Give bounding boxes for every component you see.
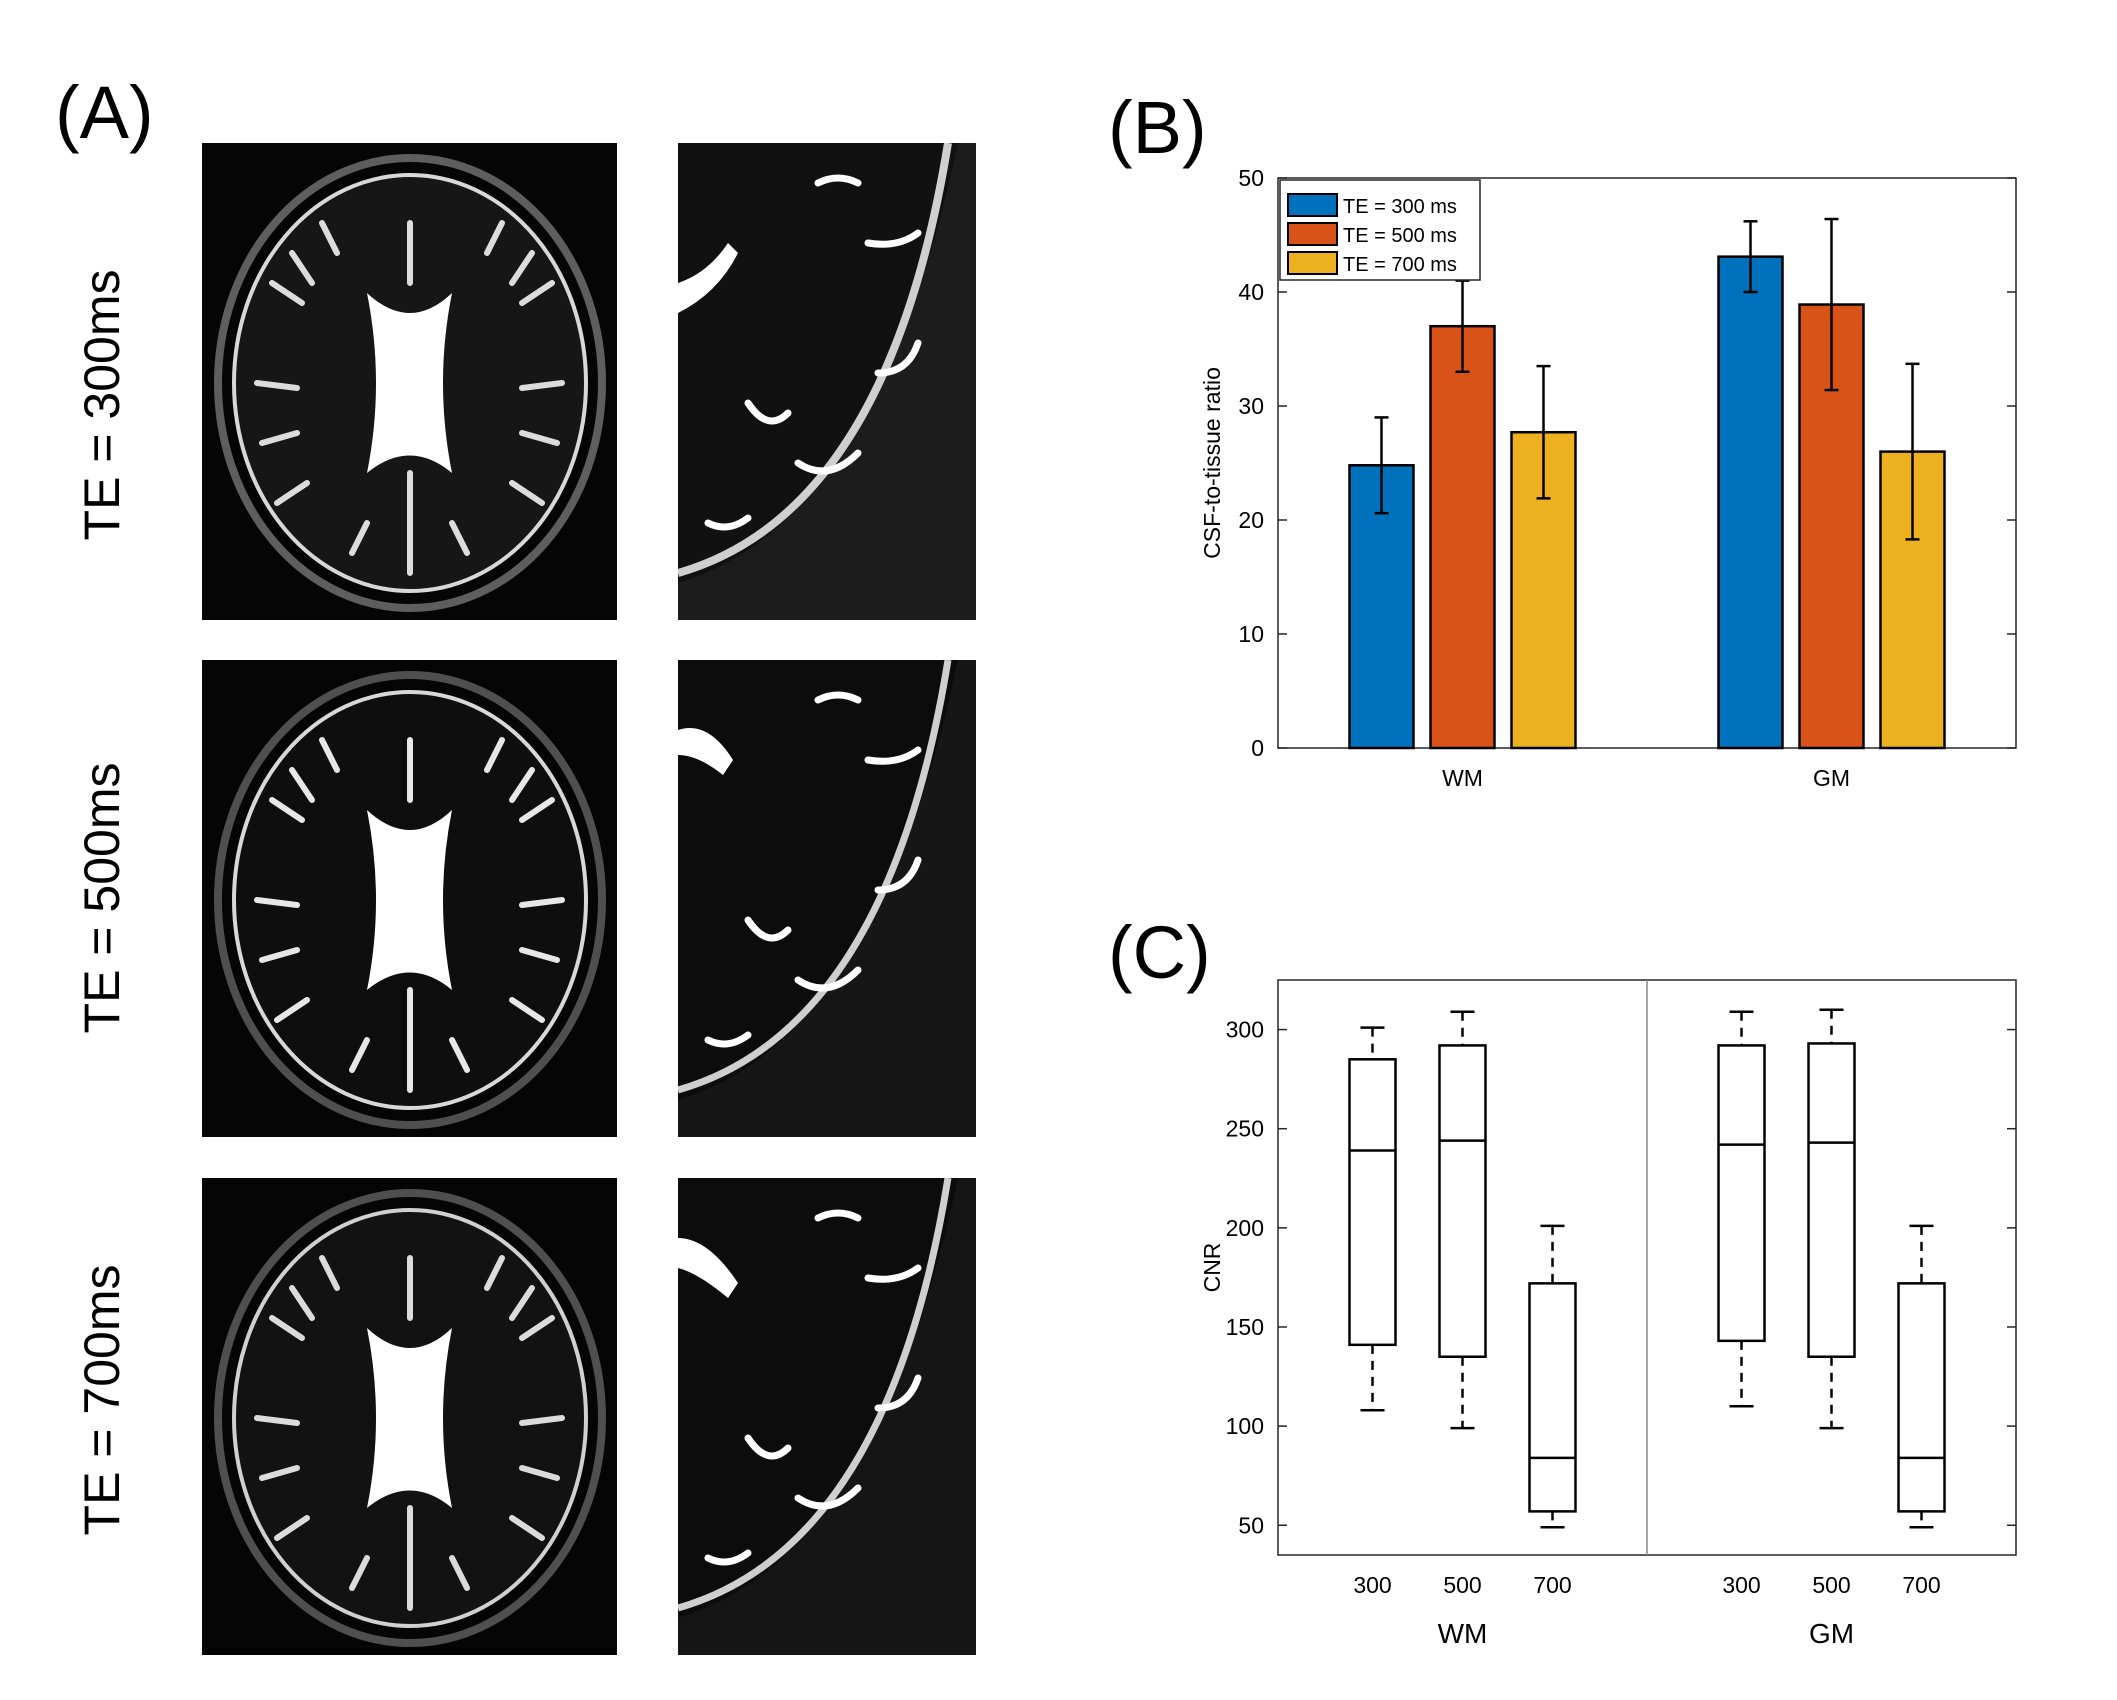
bar-wm-1 [1429, 324, 1496, 750]
te-row-label-500: TE = 500ms [74, 762, 130, 1034]
y-tick-label: 10 [1238, 621, 1264, 647]
box-wm-500 [1438, 1044, 1487, 1358]
y-tick-label: 20 [1238, 507, 1264, 533]
x-tick-label-wm-700: 700 [1533, 1572, 1571, 1598]
x-tick-label-wm-500: 500 [1443, 1572, 1481, 1598]
legend-swatch-1 [1287, 222, 1338, 246]
legend-label-2: TE = 700 ms [1343, 254, 1457, 276]
x-tick-label-gm-300: 300 [1722, 1572, 1760, 1598]
panel-label-c: (C) [1108, 911, 1211, 994]
y-axis-label: CSF-to-tissue ratio [1199, 367, 1225, 559]
y-tick-label: 50 [1238, 1512, 1264, 1538]
mri-axial-te500 [202, 660, 617, 1137]
box-gm-500 [1807, 1042, 1856, 1358]
legend-label-0: TE = 300 ms [1343, 196, 1457, 218]
y-tick-label: 300 [1226, 1017, 1264, 1043]
te-row-label-300: TE = 300ms [74, 269, 130, 541]
box-plot-cnr: 50 100 150 200 250 300 CNR 300 500 700 WM 300 500 700… [1199, 979, 2017, 1649]
y-tick-label: 150 [1226, 1314, 1264, 1340]
x-tick-label-wm: WM [1442, 765, 1483, 791]
panel-label-a: (A) [55, 71, 154, 154]
y-tick-label: 50 [1238, 165, 1264, 191]
bar-gm-0 [1717, 255, 1784, 750]
x-tick-label-wm-300: 300 [1353, 1572, 1391, 1598]
te-row-label-700: TE = 700ms [74, 1264, 130, 1536]
x-tick-label-gm-700: 700 [1902, 1572, 1940, 1598]
y-axis-label: CNR [1199, 1243, 1225, 1293]
box-gm-700 [1897, 1282, 1946, 1513]
mri-zoom-te300 [678, 143, 976, 620]
x-tick-label-gm: GM [1813, 765, 1850, 791]
bar-chart-csf-ratio: 0 10 20 30 40 50 WM GM CSF-to-tissue ratio TE = 3… [1199, 165, 2017, 791]
group-label-wm: WM [1438, 1618, 1488, 1649]
mri-axial-te300 [202, 143, 617, 620]
y-tick-label: 30 [1238, 393, 1264, 419]
box-wm-300 [1348, 1058, 1397, 1347]
panel-label-b: (B) [1108, 86, 1207, 169]
y-tick-label: 250 [1226, 1116, 1264, 1142]
x-tick-label-gm-500: 500 [1812, 1572, 1850, 1598]
box-gm-300 [1717, 1044, 1766, 1343]
legend-swatch-0 [1287, 193, 1338, 217]
group-label-gm: GM [1809, 1618, 1854, 1649]
y-tick-label: 40 [1238, 279, 1264, 305]
legend-label-1: TE = 500 ms [1343, 225, 1457, 247]
legend-swatch-2 [1287, 251, 1338, 275]
y-tick-label: 200 [1226, 1215, 1264, 1241]
mri-zoom-te500 [678, 660, 976, 1137]
y-tick-label: 0 [1251, 735, 1264, 761]
mri-axial-te700 [202, 1178, 617, 1655]
box-wm-700 [1528, 1282, 1577, 1513]
y-tick-label: 100 [1226, 1413, 1264, 1439]
mri-zoom-te700 [678, 1178, 976, 1655]
